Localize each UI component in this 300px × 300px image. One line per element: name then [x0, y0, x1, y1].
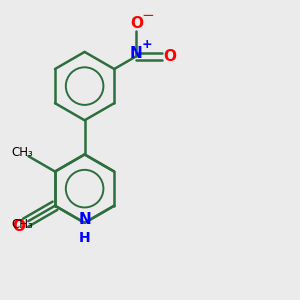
- Text: −: −: [141, 8, 154, 23]
- Text: O: O: [163, 49, 176, 64]
- Text: O: O: [130, 16, 143, 31]
- Text: CH₃: CH₃: [12, 146, 34, 159]
- Text: +: +: [142, 38, 152, 51]
- Text: O: O: [13, 219, 26, 234]
- Text: CH₃: CH₃: [12, 218, 34, 231]
- Text: N: N: [130, 46, 143, 61]
- Text: H: H: [79, 231, 90, 245]
- Text: N: N: [78, 212, 91, 227]
